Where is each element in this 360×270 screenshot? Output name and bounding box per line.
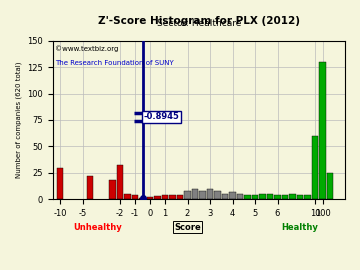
Bar: [169, 195, 176, 199]
Bar: [147, 197, 153, 199]
Bar: [162, 195, 168, 199]
Bar: [117, 166, 123, 199]
Bar: [244, 195, 251, 199]
Text: Sector: Healthcare: Sector: Healthcare: [157, 19, 241, 28]
Y-axis label: Number of companies (620 total): Number of companies (620 total): [15, 62, 22, 178]
Bar: [252, 195, 258, 199]
Bar: [199, 191, 206, 199]
Bar: [267, 194, 273, 199]
Bar: [87, 176, 93, 199]
Bar: [192, 189, 198, 199]
Text: ©www.textbiz.org: ©www.textbiz.org: [55, 45, 119, 52]
Bar: [304, 195, 311, 199]
Bar: [319, 62, 326, 199]
Bar: [139, 198, 146, 199]
Bar: [57, 168, 63, 199]
Bar: [274, 195, 281, 199]
Bar: [214, 191, 221, 199]
Text: Score: Score: [174, 222, 201, 232]
Bar: [229, 192, 236, 199]
Bar: [177, 195, 183, 199]
Bar: [207, 189, 213, 199]
Title: Z'-Score Histogram for PLX (2012): Z'-Score Histogram for PLX (2012): [98, 16, 300, 26]
Text: -0.8945: -0.8945: [143, 112, 179, 121]
Bar: [124, 194, 131, 199]
Bar: [259, 194, 266, 199]
Bar: [327, 173, 333, 199]
Bar: [109, 180, 116, 199]
Text: Unhealthy: Unhealthy: [73, 222, 122, 232]
Bar: [289, 194, 296, 199]
Text: Healthy: Healthy: [282, 222, 319, 232]
Bar: [237, 194, 243, 199]
Bar: [222, 194, 228, 199]
Bar: [282, 195, 288, 199]
Bar: [132, 195, 138, 199]
Bar: [154, 196, 161, 199]
Bar: [297, 195, 303, 199]
Bar: [184, 191, 191, 199]
Text: The Research Foundation of SUNY: The Research Foundation of SUNY: [55, 60, 174, 66]
Bar: [312, 136, 318, 199]
